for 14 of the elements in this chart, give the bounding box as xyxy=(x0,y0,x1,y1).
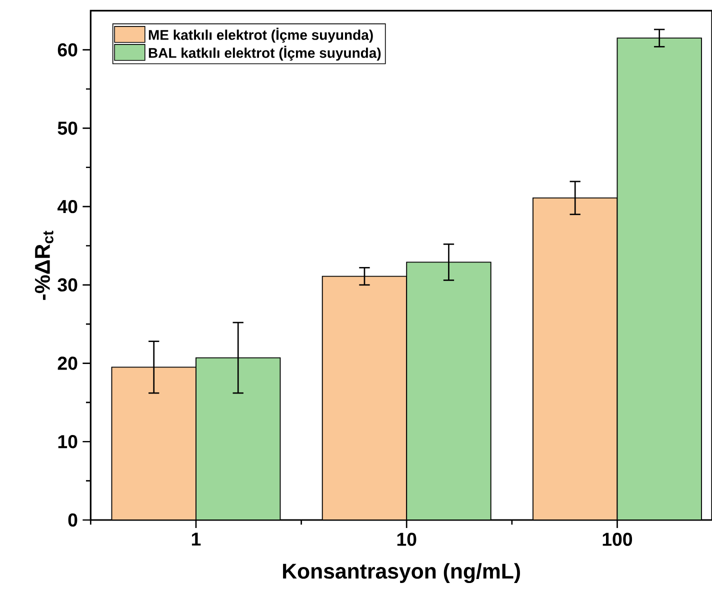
legend-label: ME katkılı elektrot (İçme suyunda) xyxy=(148,28,373,43)
x-tick-label: 1 xyxy=(192,532,201,546)
y-tick-label: 40 xyxy=(57,200,78,214)
legend-label: BAL katkılı elektrot (İçme suyunda) xyxy=(148,46,381,61)
x-tick-label: 10 xyxy=(397,532,416,546)
y-tick-label: 50 xyxy=(58,122,78,135)
x-tick-label: 100 xyxy=(602,532,632,546)
y-tick-label: 30 xyxy=(58,278,78,292)
y-tick-label: 10 xyxy=(58,435,78,448)
y-axis-title: -%ΔR$_{ct}$ xyxy=(34,230,54,300)
y-tick-label: 60 xyxy=(58,43,78,56)
x-axis-title: Konsantrasyon (ng/mL) xyxy=(283,563,520,584)
y-tick-label: 0 xyxy=(68,513,78,527)
y-tick-label: 20 xyxy=(58,356,78,370)
